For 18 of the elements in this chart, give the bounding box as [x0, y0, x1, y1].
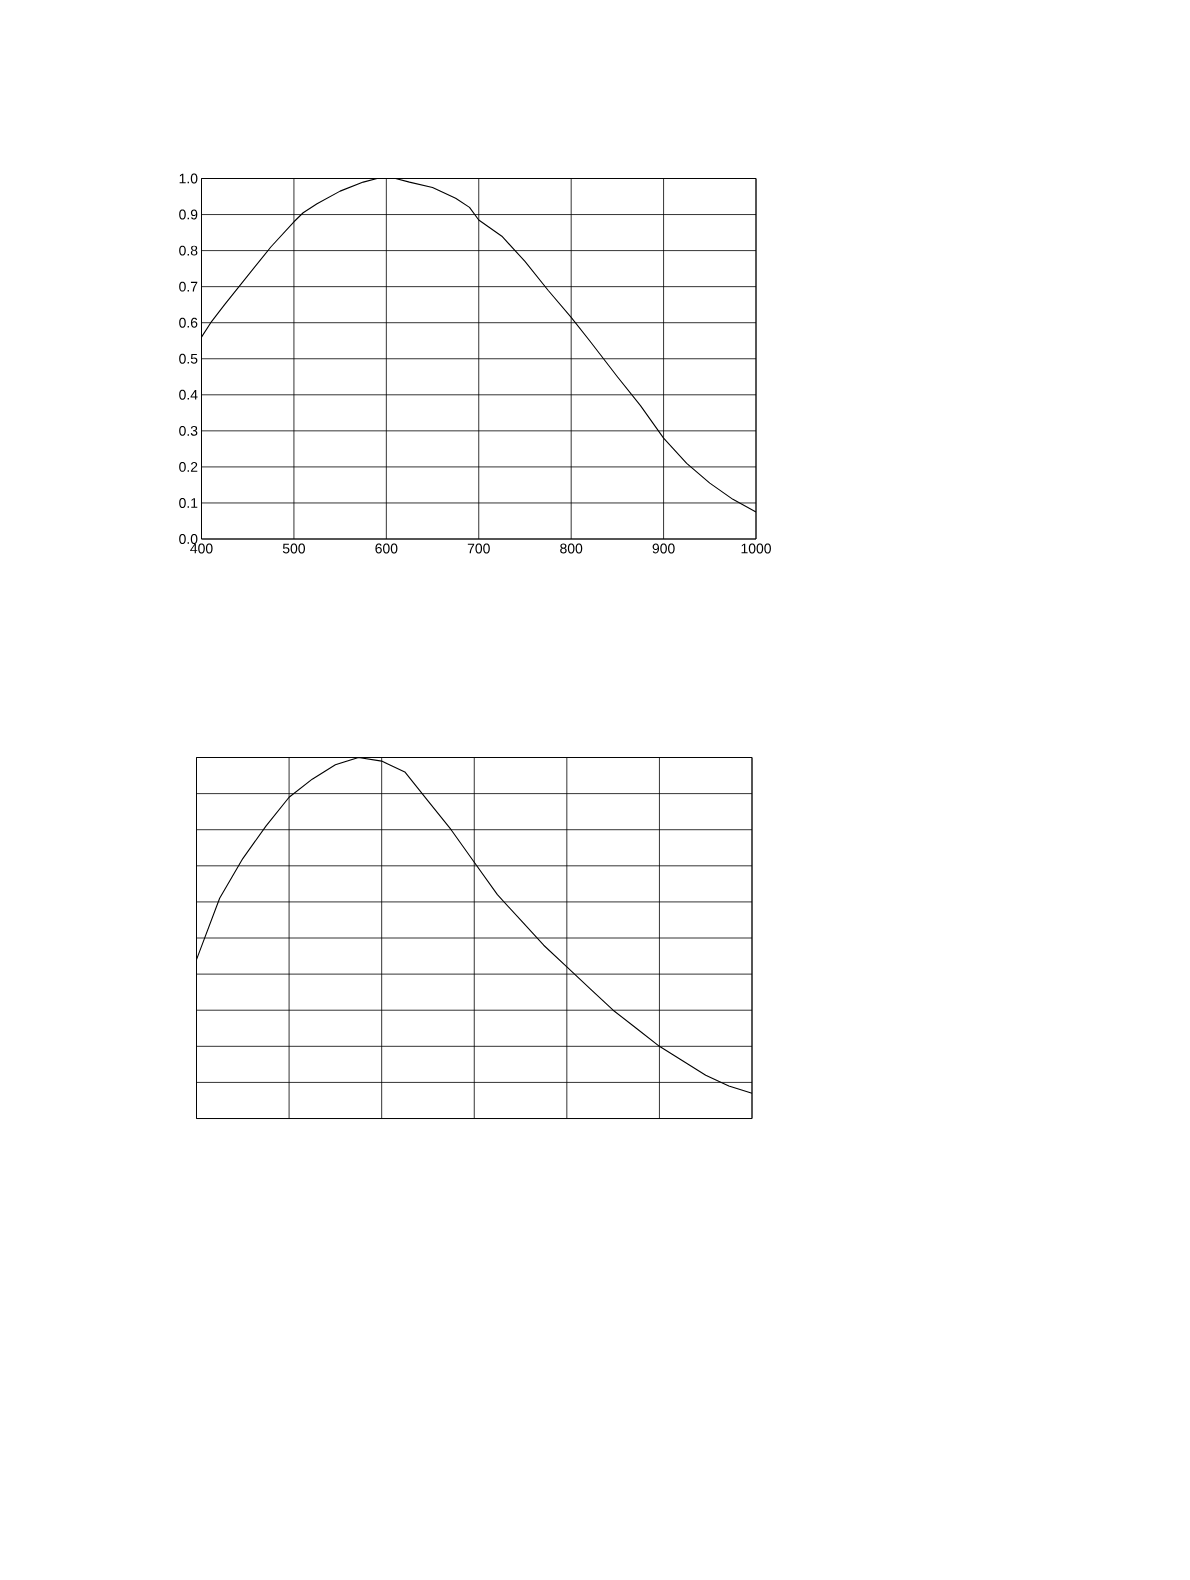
- y-tick-label: 0.4: [179, 389, 198, 400]
- y-tick-label: 0.8: [179, 245, 198, 256]
- x-tick-label: 600: [375, 543, 398, 554]
- y-tick-label: 0.9: [179, 209, 198, 220]
- x-tick-label: 800: [560, 543, 583, 554]
- y-tick-label: 1.0: [179, 173, 198, 184]
- y-tick-label: 0.6: [179, 317, 198, 328]
- x-tick-label: 400: [190, 543, 213, 554]
- y-tick-label: 0.3: [179, 425, 198, 436]
- y-tick-label: 0.7: [179, 281, 198, 292]
- y-tick-label: 0.2: [179, 461, 198, 472]
- y-tick-label: 0.1: [179, 498, 198, 508]
- y-tick-label: 0.5: [179, 353, 198, 364]
- y-tick-label: 0.0: [179, 534, 198, 544]
- x-tick-label: 700: [467, 543, 490, 554]
- x-tick-label: 1000: [741, 543, 771, 554]
- x-tick-label: 500: [282, 543, 306, 554]
- x-tick-label: 900: [652, 543, 675, 554]
